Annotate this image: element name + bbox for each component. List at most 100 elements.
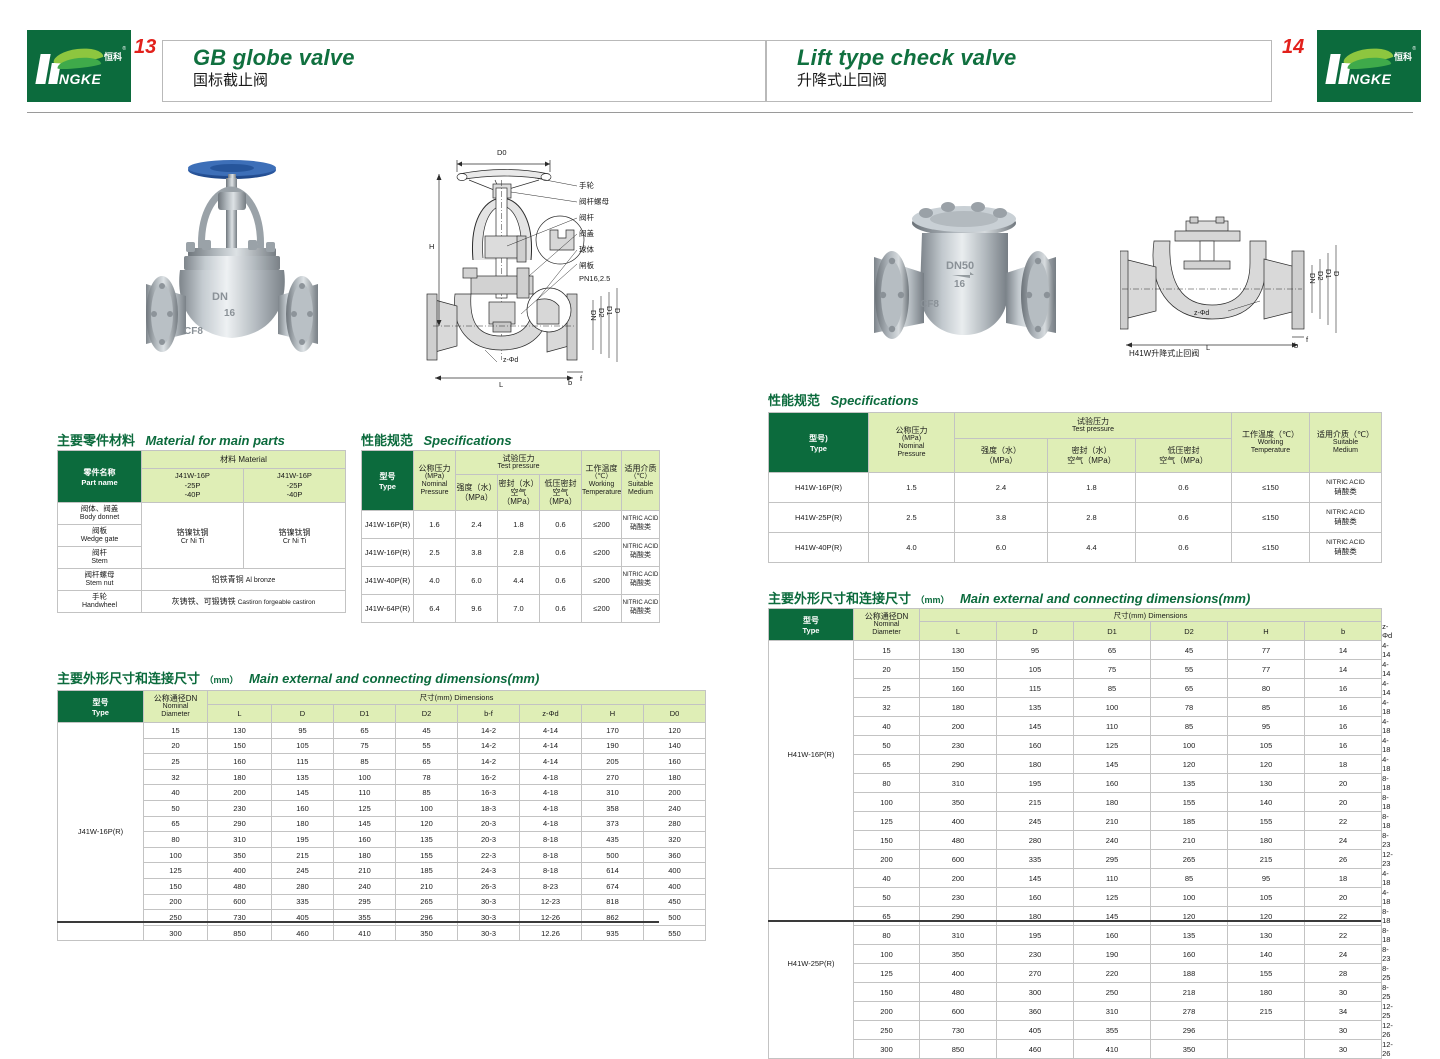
right-dims-cell: 100 [1150, 887, 1228, 907]
page-number-left: 13 [134, 36, 157, 58]
right-dims-cell: 480 [919, 982, 997, 1002]
right-dims-cell: 85 [1150, 868, 1228, 888]
right-dims-cell: 600 [919, 849, 997, 869]
right-dims-heading: 主要外形尺寸和连接尺寸 （mm） Main external and conne… [768, 588, 1250, 608]
part-handwheel: 手轮 Handwheel [57, 590, 142, 613]
left-dims-col-bf: b-f [457, 703, 520, 724]
right-dims-cell: 180 [1227, 982, 1305, 1002]
left-dims-cell: 850 [207, 924, 272, 942]
right-dims-cell: 230 [996, 944, 1074, 964]
table-row: J41W-16P(R) 15 130 95 65 45 14-2 4-14 170 120 [57, 721, 707, 942]
left-dims-cell: 4-18 [519, 799, 582, 817]
brand-logo-right: 恒科 ® ENGKE [1317, 30, 1421, 102]
right-dims-cell: 135 [1150, 925, 1228, 945]
left-specs-heading: 性能规范 Specifications [361, 430, 512, 450]
left-dims-cell: 818 [581, 893, 644, 911]
left-dims-cell: 105 [271, 737, 334, 755]
left-dims-cell: 280 [642, 815, 707, 833]
right-spec-seal: 4.4 [1047, 532, 1136, 563]
svg-text:DN: DN [212, 291, 228, 303]
right-dims-cell: 160 [1150, 944, 1228, 964]
right-dims-cell-dn: 80 [853, 773, 920, 793]
right-dimensions-table: 型号 Type 公称通径DN Nominal Diameter 尺寸(mm) D… [768, 608, 1393, 1059]
material-value-crniti-2: 铬镍钛钢 Cr Ni Ti [243, 502, 346, 569]
right-spec-temp: ≤150 [1231, 472, 1310, 503]
left-dims-heading-mm: （mm） [204, 675, 239, 685]
material-header-row-1: 零件名称 Part name 材料 Material [57, 450, 346, 503]
dim-H: H [429, 242, 435, 251]
right-spec-type: H41W-40P(R) [768, 532, 869, 563]
right-dims-cell: 265 [1150, 849, 1228, 869]
check-drawing-caption: H41W升降式止回阀 [1129, 349, 1200, 358]
right-dims-cell: 22 [1303, 906, 1383, 926]
right-dims-cell: 295 [1073, 849, 1151, 869]
right-dims-cell: 230 [919, 735, 997, 755]
header-divider [27, 112, 1413, 113]
left-spec-strength: 6.0 [455, 566, 498, 595]
left-specs-header-row-1: 型号 Type 公称压力 (MPa) Nominal Pressure 试验压力… [361, 450, 660, 511]
left-dims-cell-dn: 100 [143, 846, 208, 864]
right-specs-col-suitable-medium: 适用介质（℃） Suitable Medium [1309, 412, 1382, 473]
right-dims-cell: 200 [919, 868, 997, 888]
left-dims-cell: 180 [207, 768, 272, 786]
right-dims-cell-dn: 40 [853, 868, 920, 888]
left-dims-cell: 4-18 [519, 768, 582, 786]
material-model-col-1: J41W-16P -25P -40P [141, 468, 244, 503]
right-dims-cell: 120 [1227, 906, 1305, 926]
right-dims-cell: 335 [996, 849, 1074, 869]
left-spec-seal: 2.8 [497, 538, 540, 567]
left-dims-cell: 22-3 [457, 846, 520, 864]
right-dims-cell: 65 [1073, 640, 1151, 660]
right-dims-cell: 135 [1150, 773, 1228, 793]
material-heading-cn: 主要零件材料 [57, 433, 136, 448]
right-dims-cell: 77 [1227, 659, 1305, 679]
table-row: 阀杆 Stem [57, 546, 346, 569]
left-dims-cell-dn: 80 [143, 831, 208, 848]
right-dims-cell: 310 [919, 925, 997, 945]
left-dims-col-dimensions: 尺寸(mm) Dimensions [206, 690, 707, 705]
right-spec-np: 4.0 [868, 532, 955, 563]
right-dims-cell: 78 [1150, 697, 1228, 717]
right-dims-cell-dn: 40 [853, 716, 920, 736]
left-dims-cell: 335 [271, 893, 334, 911]
left-dims-cell-dn: 150 [143, 877, 208, 895]
left-specs-col-type: 型号 Type [361, 450, 414, 511]
right-specs-header-row-1: 型号) Type 公称压力 (MPa) Nominal Pressure 试验压… [768, 412, 1382, 473]
left-dims-cell: 185 [395, 862, 458, 879]
right-spec-strength: 3.8 [954, 502, 1048, 533]
right-dims-cell: 34 [1303, 1001, 1383, 1021]
right-dims-cell: 130 [1227, 925, 1305, 945]
left-dims-cell: 320 [642, 831, 707, 848]
left-dims-cell: 160 [642, 753, 707, 770]
left-dims-cell: 200 [207, 784, 272, 801]
right-spec-np: 1.5 [868, 472, 955, 503]
right-dims-cell: 195 [996, 925, 1074, 945]
left-spec-seal: 7.0 [497, 594, 540, 623]
right-dims-cell: 16 [1303, 716, 1383, 736]
page-title-cn-right: 升降式止回阀 [797, 72, 888, 89]
right-dims-cell: 250 [1073, 982, 1151, 1002]
left-dims-cell: 8-18 [519, 831, 582, 848]
right-dims-cell: 460 [996, 1039, 1074, 1059]
right-dims-cell: 105 [1227, 735, 1305, 755]
brand-cn-left: 恒科 [103, 52, 122, 62]
callout-stem: 阀杆 [579, 213, 594, 222]
left-spec-np: 2.5 [413, 538, 456, 567]
table-row: 40 200 145 110 85 16-3 4-18 310 200 [58, 784, 707, 801]
table-row: 100 350 215 180 155 140 20 8-18 [769, 792, 1390, 812]
right-dims-col-D1: D1 [1073, 621, 1151, 641]
left-specs-col-nominal-pressure: 公称压力 (MPa) Nominal Pressure [413, 450, 456, 511]
left-dims-cell-dn: 200 [143, 893, 208, 911]
right-dims-cell: 145 [1073, 906, 1151, 926]
left-dims-cell: 55 [395, 737, 458, 755]
right-dims-heading-en: Main external and connecting dimensions(… [959, 591, 1251, 606]
right-dims-cell: 180 [996, 906, 1074, 926]
left-dims-cell: 20-3 [457, 815, 520, 833]
left-dims-cell: 295 [333, 893, 396, 911]
right-dims-cell [1227, 1020, 1305, 1040]
callout-bonnet: 阀盖 [579, 229, 594, 238]
right-dims-cell: 16 [1303, 678, 1383, 698]
right-dims-col-D2: D2 [1150, 621, 1228, 641]
left-dims-cell: 130 [207, 722, 272, 739]
left-spec-lowseal: 0.6 [539, 538, 582, 567]
